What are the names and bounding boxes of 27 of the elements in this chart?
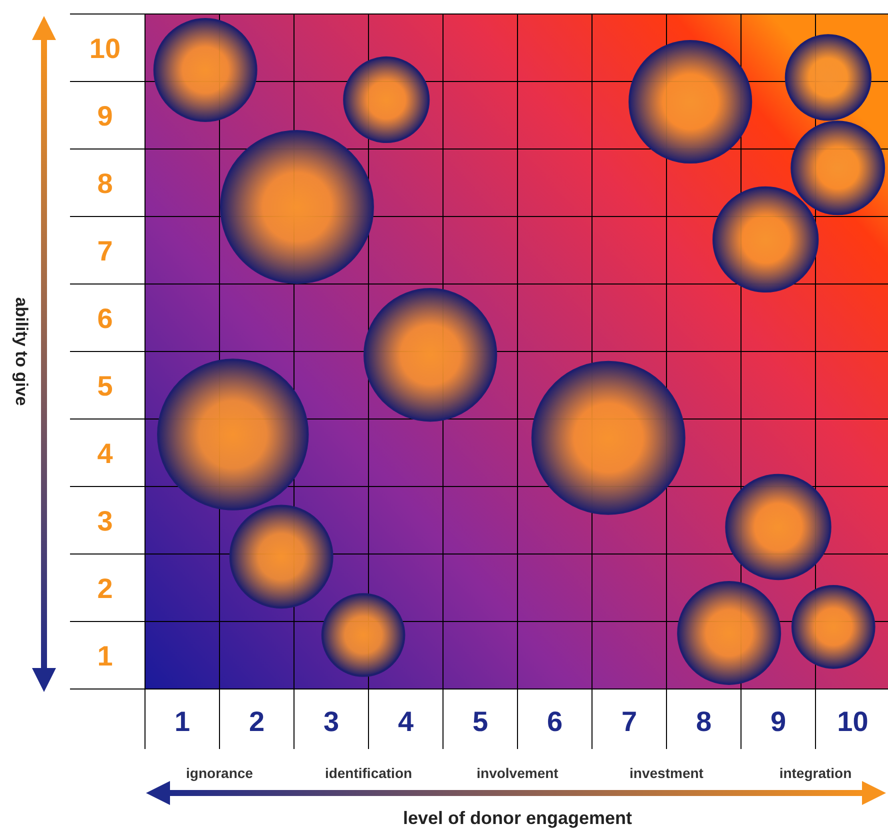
text: involvement bbox=[476, 765, 559, 781]
text: investment bbox=[630, 765, 704, 781]
text: ignorance bbox=[186, 765, 254, 781]
y-tick-label: 7 bbox=[97, 235, 113, 266]
y-tick-label: 5 bbox=[97, 370, 113, 402]
x-tick-label: 3 bbox=[323, 706, 340, 737]
x-tick-label: 2 bbox=[248, 706, 265, 737]
x-tick-label: 6 bbox=[546, 706, 563, 737]
x-tick-label: 4 bbox=[398, 706, 414, 737]
text: integration bbox=[779, 765, 852, 781]
x-tick-label: 9 bbox=[770, 706, 786, 737]
y-tick-label: 6 bbox=[97, 302, 113, 334]
y-tick-label: 4 bbox=[97, 438, 114, 469]
y-tick-label: 8 bbox=[97, 168, 113, 199]
x-tick-label: 7 bbox=[621, 706, 638, 737]
x-tick-label: 10 bbox=[837, 706, 868, 737]
x-tick-label: 8 bbox=[696, 706, 712, 737]
y-tick-label: 2 bbox=[97, 572, 113, 604]
y-axis-title: ability to give bbox=[12, 297, 31, 406]
x-tick-label: 5 bbox=[472, 706, 488, 737]
x-axis-title: level of donor engagement bbox=[402, 808, 632, 828]
y-tick-label: 1 bbox=[97, 640, 113, 672]
text: identification bbox=[324, 765, 412, 781]
y-tick-label: 10 bbox=[89, 32, 121, 64]
y-tick-label: 3 bbox=[97, 505, 113, 536]
x-tick-label: 1 bbox=[174, 706, 190, 737]
y-tick-label: 9 bbox=[97, 100, 113, 132]
